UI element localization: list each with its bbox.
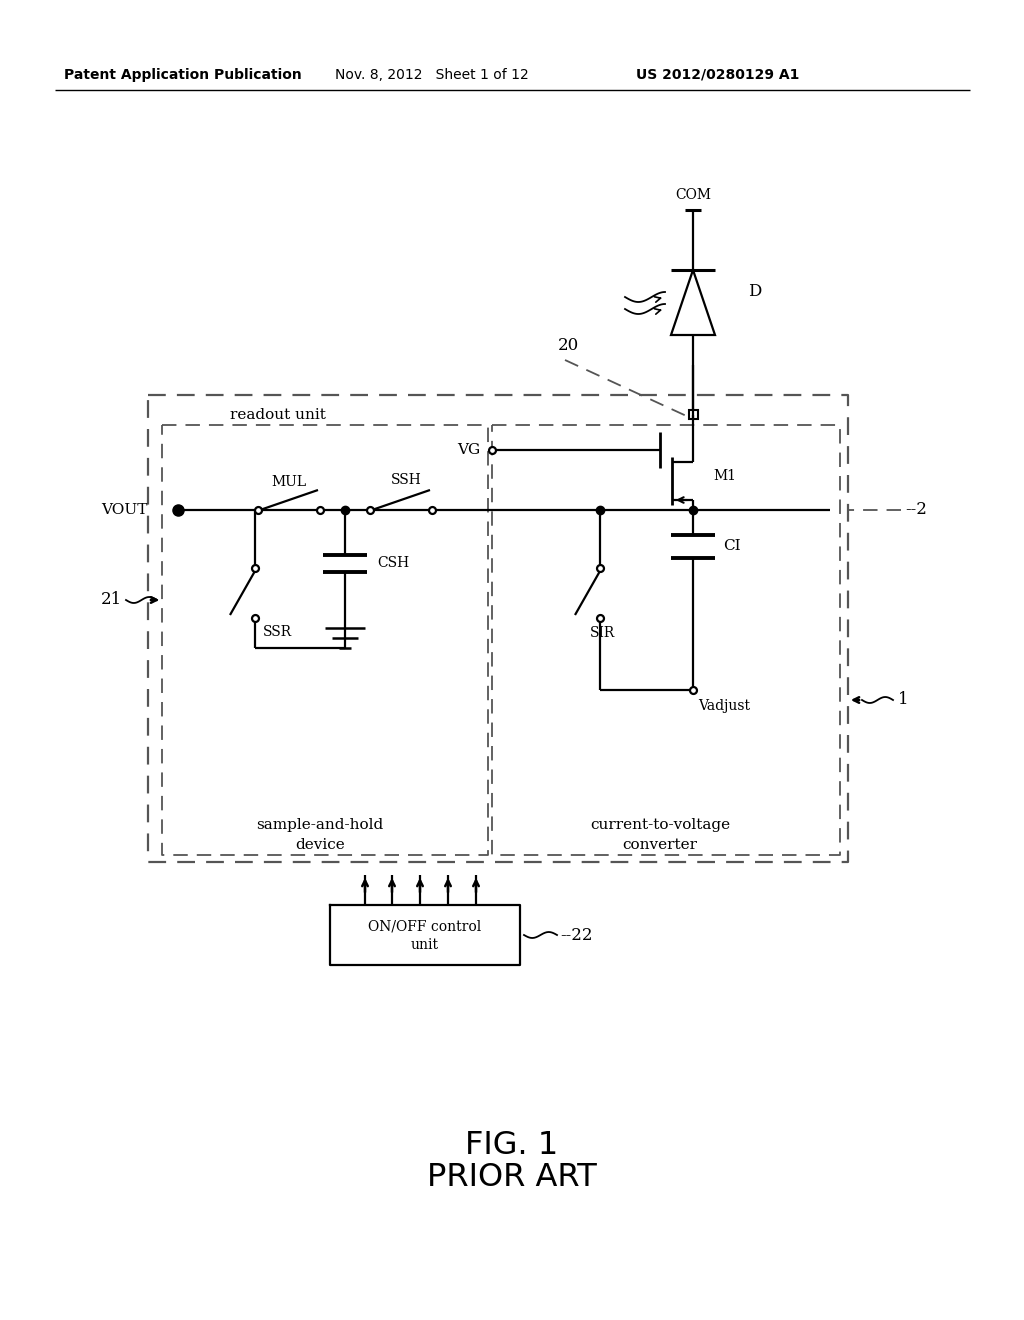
Text: 20: 20: [558, 337, 580, 354]
Text: readout unit: readout unit: [230, 408, 326, 422]
Text: CSH: CSH: [377, 556, 410, 570]
Text: sample-and-hold: sample-and-hold: [256, 818, 384, 832]
Text: COM: COM: [675, 187, 711, 202]
Text: 21: 21: [100, 591, 122, 609]
Text: SIR: SIR: [590, 626, 615, 640]
Text: Patent Application Publication: Patent Application Publication: [65, 69, 302, 82]
Text: --2: --2: [905, 502, 927, 519]
Text: VOUT: VOUT: [101, 503, 148, 517]
Text: US 2012/0280129 A1: US 2012/0280129 A1: [636, 69, 800, 82]
Text: 1: 1: [898, 692, 908, 709]
Bar: [689, 411, 698, 418]
Text: current-to-voltage: current-to-voltage: [590, 818, 730, 832]
Text: device: device: [295, 838, 345, 851]
Text: SSR: SSR: [263, 624, 292, 639]
Text: CI: CI: [723, 539, 740, 553]
Text: converter: converter: [623, 838, 697, 851]
Text: --22: --22: [560, 927, 593, 944]
Text: FIG. 1: FIG. 1: [465, 1130, 559, 1160]
Text: SSH: SSH: [390, 473, 421, 487]
Text: Vadjust: Vadjust: [698, 700, 750, 713]
Text: MUL: MUL: [271, 475, 306, 488]
Text: M1: M1: [713, 469, 736, 483]
Text: ON/OFF control: ON/OFF control: [369, 920, 481, 935]
Text: unit: unit: [411, 939, 439, 952]
Text: PRIOR ART: PRIOR ART: [427, 1163, 597, 1193]
Text: Nov. 8, 2012   Sheet 1 of 12: Nov. 8, 2012 Sheet 1 of 12: [335, 69, 528, 82]
Text: VG: VG: [457, 444, 480, 457]
Text: D: D: [749, 284, 762, 301]
